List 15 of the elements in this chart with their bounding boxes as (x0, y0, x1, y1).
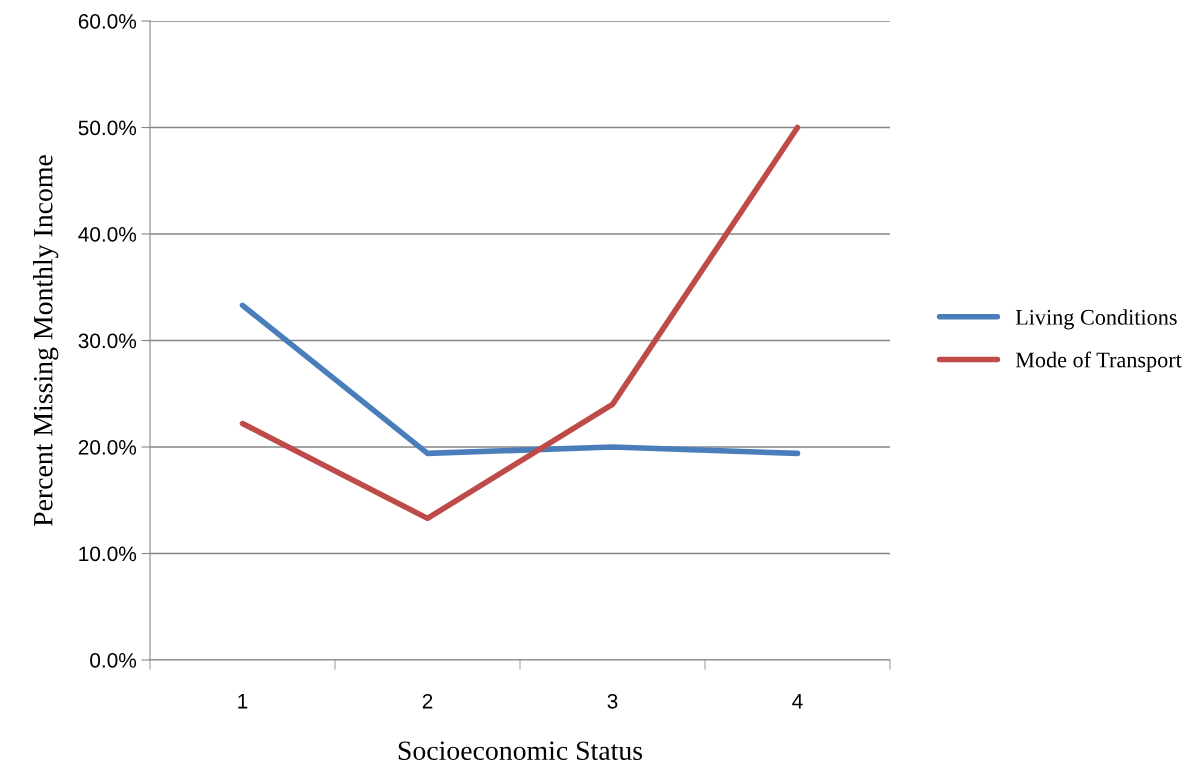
y-tick-label: 30.0% (78, 333, 137, 349)
x-tick-label: 3 (607, 693, 618, 709)
x-axis-title: Socioeconomic Status (398, 741, 643, 761)
legend-label: Mode of Transport (1015, 351, 1182, 372)
y-axis-title: Percent Missing Monthly Income (33, 155, 59, 527)
x-tick-label: 4 (792, 694, 803, 709)
y-tick-label: 10.0% (79, 546, 137, 562)
y-tick-label: 60.0% (78, 14, 137, 29)
y-tick-label: 40.0% (78, 227, 137, 242)
legend-label: Living Conditions (1015, 309, 1177, 330)
y-tick-label: 50.0% (78, 120, 137, 136)
y-tick-label: 0.0% (90, 653, 137, 668)
x-tick-label: 2 (422, 693, 433, 709)
y-tick-label: 20.0% (78, 440, 137, 455)
x-tick-label: 1 (238, 694, 248, 709)
